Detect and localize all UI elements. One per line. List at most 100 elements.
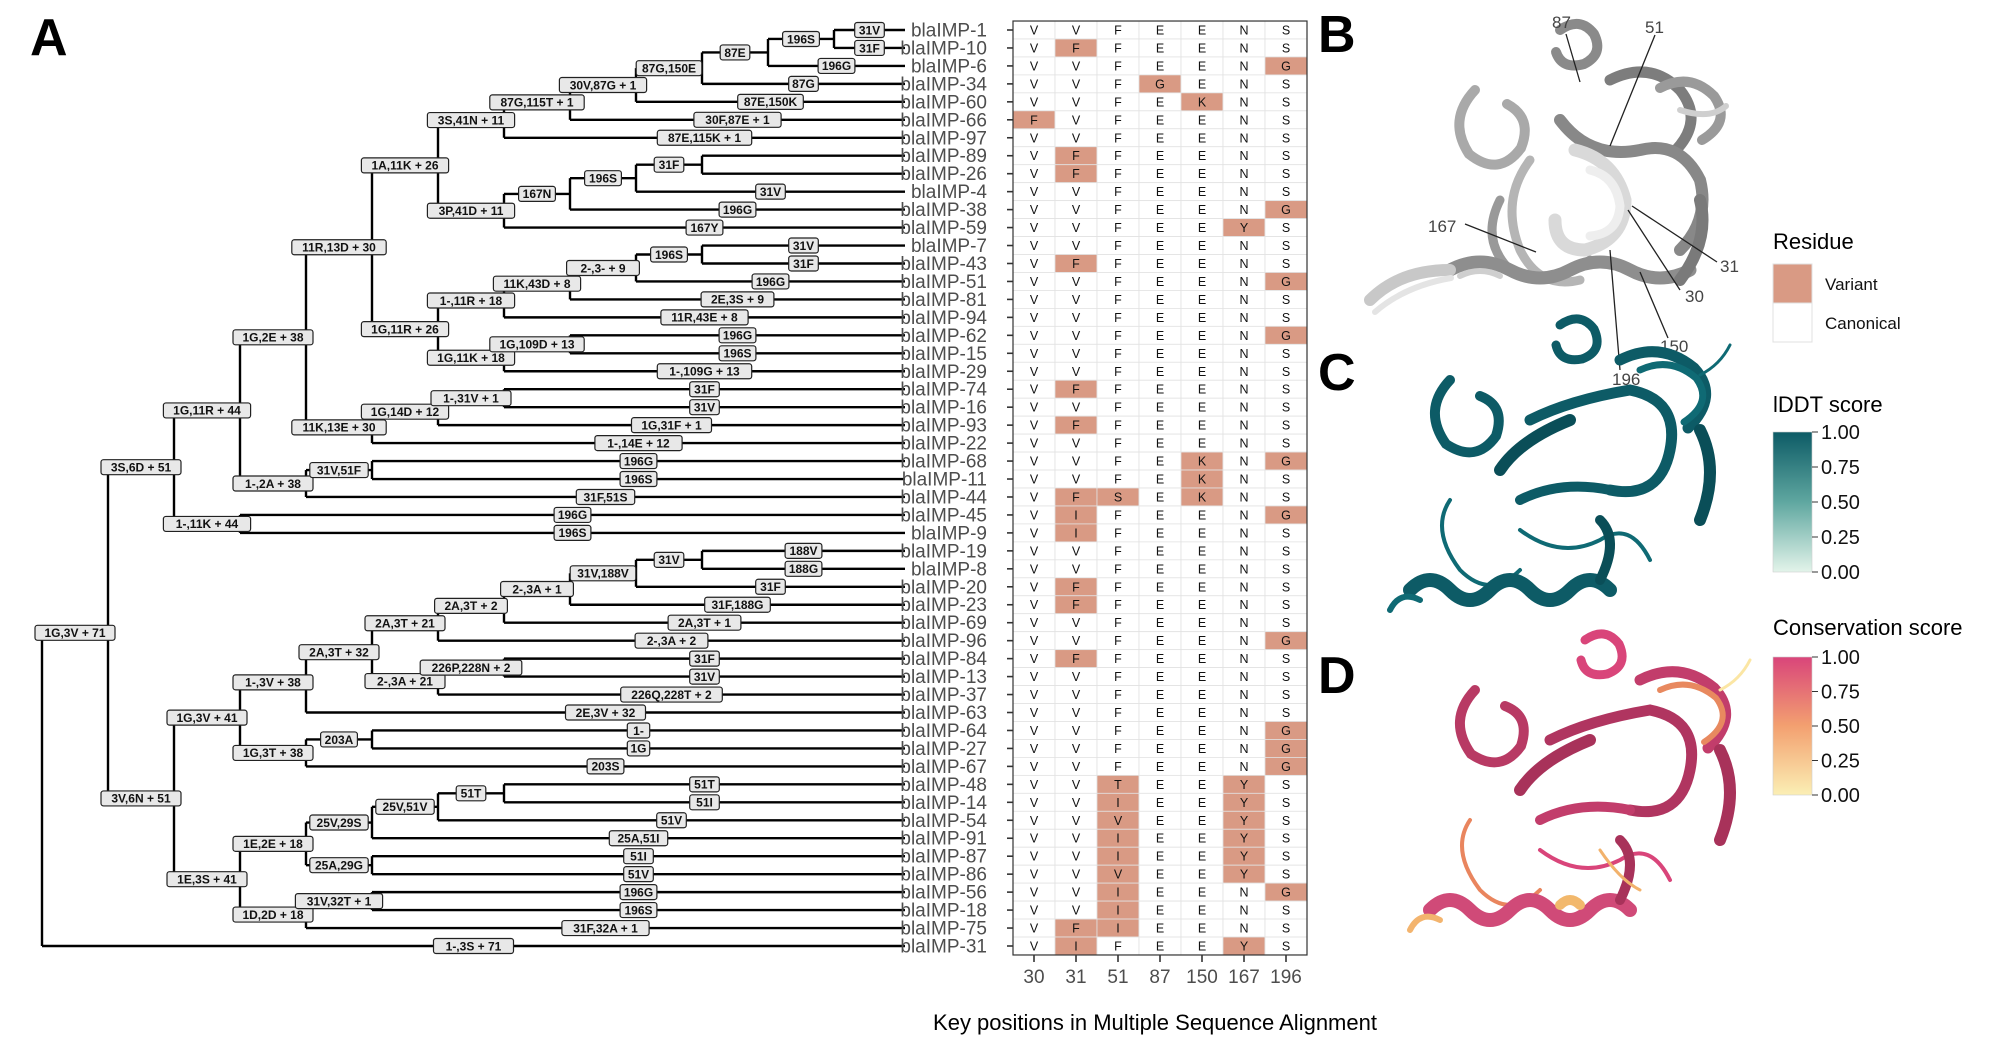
residue-letter: E [1198,221,1206,235]
residue-letter: S [1282,149,1290,163]
residue-letter: E [1198,832,1206,846]
tree-node-label: 11R,43E + 8 [660,309,749,326]
node-label-box [656,129,753,146]
tree-node-label: 31F [689,650,720,667]
residue-letter: S [1282,419,1290,433]
panel-label-c: C [1318,344,1356,402]
residue-letter: E [1156,473,1164,487]
residue-letter: E [1156,24,1164,38]
legend-conservation: Conservation score 1.00 0.75 0.50 0.25 0.00 [1772,615,1963,807]
residue-letter: F [1114,275,1122,289]
tip-label: blaIMP-16 [900,398,987,419]
tree-node-label: 1G,11R + 26 [360,321,450,338]
residue-letter: S [1282,778,1290,792]
x-tick-label: 51 [1107,967,1128,988]
tree-node-label: 196G [817,57,856,75]
node-label-box [685,219,724,236]
tip-label: blaIMP-81 [900,290,987,311]
tip-label: blaIMP-64 [900,721,987,742]
node-label-box [558,76,648,94]
colorbar-tick-label: 0.25 [1821,527,1860,549]
residue-letter: F [1072,490,1080,504]
node-label-text: 196S [787,32,815,46]
node-label-text: 3S,6D + 51 [111,460,172,474]
residue-letter: G [1281,634,1291,648]
node-label-text: 1G,3V + 71 [44,626,105,640]
node-label-box [309,857,369,874]
residue-letter: V [1030,473,1039,487]
node-label-box [426,202,516,219]
tree-node-label: 87E,115K + 1 [656,129,753,146]
node-label-text: 188G [789,562,818,576]
residue-letter: G [1281,59,1291,73]
residue-letter: V [1030,293,1039,307]
residue-letter: E [1198,850,1206,864]
tip-label: blaIMP-10 [900,38,987,59]
residue-letter: V [1030,724,1039,738]
residue-letter: I [1116,832,1119,846]
residue-letter: E [1198,59,1206,73]
tip-label: blaIMP-34 [900,74,987,95]
node-label-text: 31F [694,383,715,397]
residue-letter: E [1198,544,1206,558]
residue-letter: N [1239,24,1248,38]
node-label-box [784,542,823,559]
node-label-text: 2-,3A + 21 [377,674,433,688]
node-label-text: 31F [694,652,715,666]
node-label-box [635,60,703,77]
node-label-text: 203S [591,760,619,774]
tree-node-label: 25A,29G [309,857,369,874]
tree-node-label: 3V,6N + 51 [100,790,182,807]
residue-letter: E [1198,634,1206,648]
tip-label: blaIMP-60 [900,92,987,113]
node-label-box [489,94,585,111]
residue-letter: V [1030,275,1039,289]
residue-letter: V [1072,886,1081,900]
tip-label: blaIMP-38 [900,200,987,221]
residue-letter: E [1198,275,1206,289]
residue-letter: E [1198,437,1206,451]
node-label-box [553,506,592,524]
tree-node-label: 1G,14D + 12 [360,403,450,420]
residue-letter: E [1198,706,1206,720]
tree-node-label: 31V [755,183,786,200]
residue-letter: N [1239,203,1248,217]
residue-letter: N [1239,437,1248,451]
residue-letter: N [1239,580,1248,594]
residue-letter: F [1114,598,1122,612]
residue-letter: E [1156,257,1164,271]
residue-letter: E [1156,940,1164,954]
tree-node-label: 87G [788,75,819,92]
residue-letter: F [1114,311,1122,325]
node-label-box [737,93,804,110]
tree-node-label: 196S [553,524,592,542]
tree-node-label: 31V,51F [309,461,369,479]
residue-letter: S [1282,167,1290,181]
residue-letter: V [1030,544,1039,558]
node-label-text: 25V,29S [317,816,362,830]
tip-label: blaIMP-6 [911,56,987,77]
residue-letter: V [1030,455,1039,469]
tree-node-label: 196G [718,201,757,218]
colorbar-tick-label: 0.00 [1821,562,1860,584]
residue-letter: V [1030,580,1039,594]
residue-letter: E [1156,365,1164,379]
residue-letter: E [1198,940,1206,954]
legend-conservation-title: Conservation score [1773,615,1963,640]
tree-node-label: 2-,3- + 9 [565,259,640,277]
residue-letter: V [1030,688,1039,702]
node-label-text: 31F,32A + 1 [573,921,638,935]
residue-letter: V [1030,329,1039,343]
node-label-text: 25A,29G [315,858,363,872]
tip-label: blaIMP-22 [900,434,987,455]
residue-letter: E [1156,311,1164,325]
residue-letter: V [1114,868,1123,882]
residue-letter: N [1239,742,1248,756]
tip-label: blaIMP-19 [900,541,987,562]
